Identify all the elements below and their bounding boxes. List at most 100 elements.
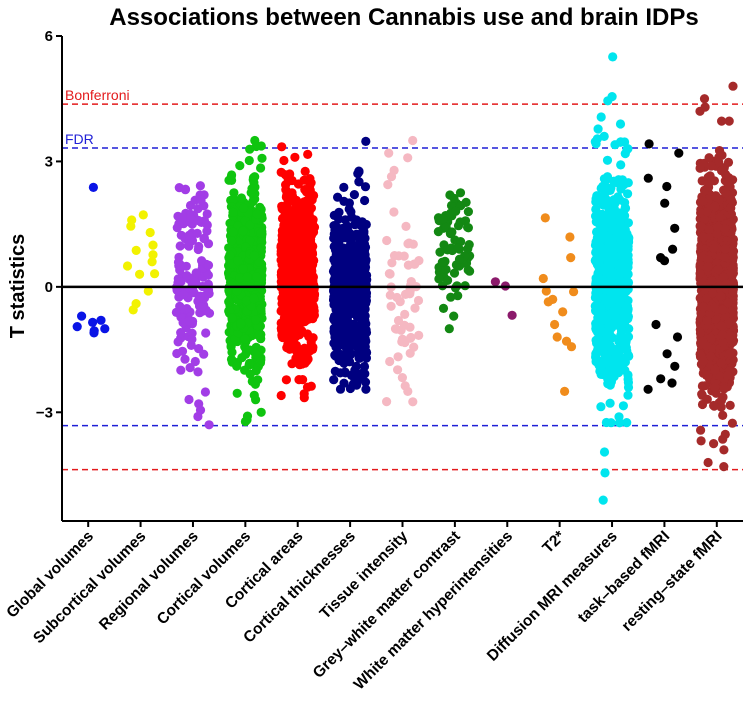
data-point: [279, 290, 289, 300]
data-point: [300, 255, 310, 265]
data-point: [616, 160, 626, 170]
data-point: [704, 153, 714, 163]
series-3: [171, 181, 215, 430]
data-point: [617, 248, 627, 258]
data-point: [700, 381, 710, 391]
data-point: [723, 157, 734, 167]
data-point: [387, 258, 397, 268]
data-point: [256, 228, 266, 238]
data-point: [389, 207, 399, 217]
data-point: [408, 135, 418, 146]
data-point: [604, 257, 615, 267]
data-point: [299, 389, 309, 399]
data-point: [621, 273, 631, 283]
data-point: [709, 439, 719, 449]
data-point: [253, 330, 264, 341]
data-point: [405, 348, 415, 358]
data-point: [173, 337, 183, 347]
data-point: [225, 250, 235, 260]
data-point: [695, 163, 705, 173]
x-tick-label: Tissue intensity: [317, 528, 412, 623]
data-point: [447, 227, 457, 237]
chart-title: Associations between Cannabis use and br…: [109, 4, 699, 31]
data-point: [244, 358, 255, 368]
data-point: [173, 257, 184, 267]
data-point: [621, 336, 631, 346]
data-point: [238, 203, 249, 213]
data-point: [342, 316, 353, 326]
data-point: [256, 163, 266, 173]
data-point: [293, 246, 303, 256]
data-point: [77, 311, 87, 321]
data-point: [228, 227, 238, 237]
data-point: [614, 262, 624, 272]
data-point: [360, 319, 370, 329]
data-point: [195, 291, 205, 301]
data-point: [285, 267, 295, 277]
data-point: [287, 296, 297, 306]
data-point: [182, 271, 192, 281]
data-point: [308, 344, 318, 354]
data-point: [706, 351, 716, 361]
data-point: [339, 233, 349, 243]
data-point: [131, 245, 141, 255]
data-point: [596, 195, 606, 205]
data-point: [197, 302, 207, 312]
data-point: [256, 304, 266, 314]
data-point: [593, 269, 603, 279]
data-point: [670, 361, 680, 371]
data-point: [283, 339, 293, 349]
x-tick-label: resting–state fMRI: [619, 528, 726, 635]
data-point: [291, 346, 302, 356]
data-point: [333, 192, 343, 202]
data-point: [601, 265, 611, 275]
data-point: [543, 297, 553, 307]
data-point: [606, 238, 616, 248]
data-point: [290, 152, 300, 162]
data-point: [383, 180, 393, 190]
data-point: [615, 119, 626, 129]
data-point: [238, 264, 248, 274]
data-point: [720, 224, 730, 234]
data-point: [560, 386, 570, 396]
data-point: [698, 196, 708, 206]
data-point: [608, 52, 618, 62]
data-point: [594, 291, 604, 301]
data-point: [606, 323, 617, 333]
data-point: [697, 399, 708, 410]
data-point: [360, 333, 370, 344]
data-point: [433, 227, 443, 237]
data-point: [333, 321, 343, 331]
data-point: [700, 102, 710, 112]
data-point: [339, 378, 349, 388]
data-point: [305, 185, 315, 195]
data-point: [608, 367, 618, 377]
data-point: [250, 172, 260, 182]
data-point: [203, 270, 213, 280]
data-point: [695, 328, 706, 338]
data-point: [333, 278, 344, 288]
data-point: [615, 216, 625, 226]
data-point: [147, 257, 157, 267]
data-point: [596, 402, 606, 412]
data-point: [305, 174, 315, 184]
data-point: [300, 166, 310, 176]
data-point: [538, 273, 548, 284]
data-point: [715, 212, 725, 222]
data-point: [293, 326, 303, 336]
data-point: [716, 358, 726, 368]
y-axis-label: T statistics: [7, 234, 29, 338]
data-point: [726, 203, 736, 213]
y-tick-label: 6: [45, 28, 53, 45]
data-point: [593, 124, 603, 134]
x-tick-label: T2*: [539, 527, 569, 557]
data-point: [438, 303, 449, 313]
data-point: [716, 291, 726, 301]
data-point: [345, 347, 355, 357]
data-point: [256, 243, 266, 253]
data-point: [185, 363, 195, 373]
reference-lines: [62, 103, 743, 471]
data-point: [397, 334, 408, 344]
